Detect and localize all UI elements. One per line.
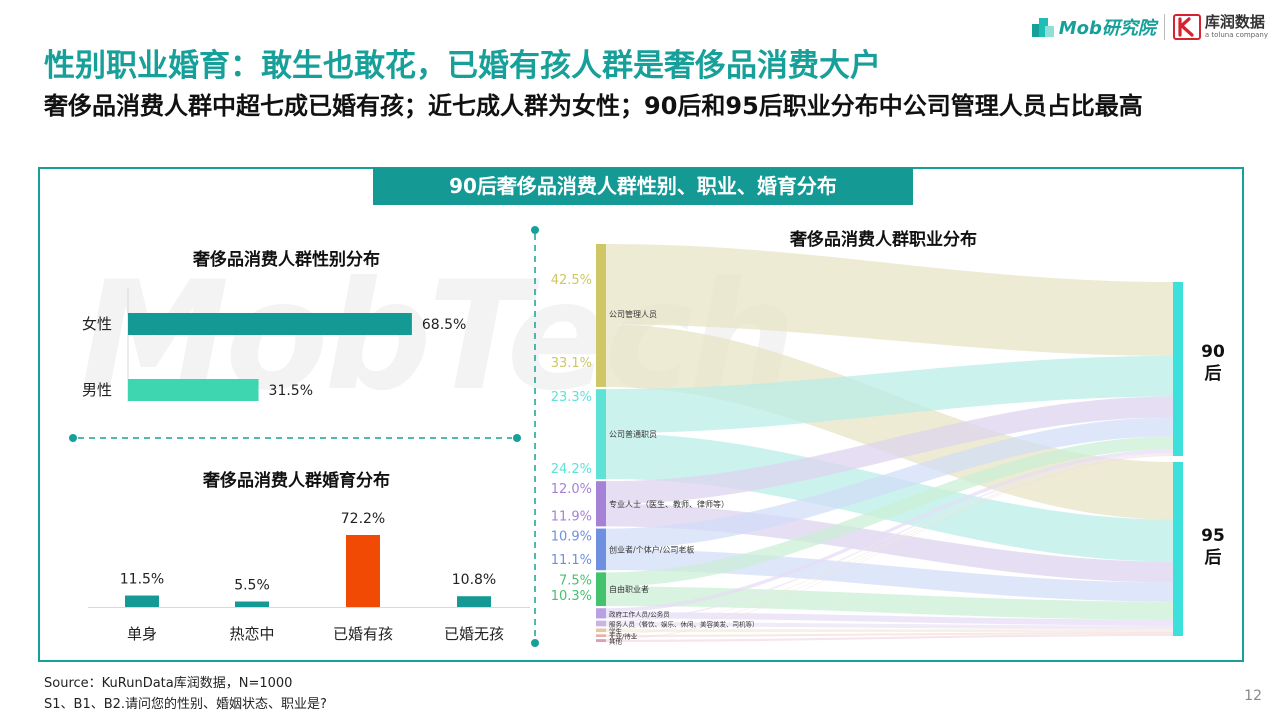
sankey-source-node [596,481,606,527]
marriage-chart: 11.5% 单身 5.5% 热恋中 72.2% 已婚有孩 10.8% 已婚无孩 [88,511,530,643]
sankey-source-label: 创业者/个体户/公司老板 [609,544,694,554]
marriage-chart-title: 奢侈品消费人群婚育分布 [203,471,390,491]
header-logos: Mob研究院 库润数据 a toluna company [1031,10,1268,44]
sankey-flow [606,629,1173,633]
sankey-flow [606,454,1173,635]
sankey-value-label: 7.5% [559,573,592,588]
marriage-category-label: 热恋中 [229,625,274,643]
gender-category-label: 男性 [82,381,112,399]
marriage-value-label: 11.5% [120,572,164,588]
sankey-flow [606,612,1173,626]
sankey-value-label: 10.9% [551,530,592,545]
sankey-target-label: 后 [1205,364,1222,384]
sankey-source-label: 公司管理人员 [609,309,657,319]
marriage-bar [346,535,380,607]
logo-divider [1163,14,1165,40]
sankey-flow [606,454,1173,630]
marriage-bar [125,595,159,607]
sankey-flow [606,633,1173,642]
sankey-flow [606,455,1173,640]
page-subtitle: 奢侈品消费人群中超七成已婚有孩；近七成人群为女性；90后和95后职业分布中公司管… [44,92,1143,120]
sankey-target-label: 后 [1205,548,1222,568]
panel-title: 90后奢侈品消费人群性别、职业、婚育分布 [373,168,913,205]
sankey-source-label: 服务人员（餐饮、娱乐、休闲、美容美发、司机等） [609,619,759,628]
sankey-target-label: 90 [1201,342,1225,362]
sankey-source-label: 政府工作人员/公务员 [609,609,670,618]
sankey-source-label: 其他 [609,637,623,646]
marriage-bar [457,596,491,607]
sankey-source-node [596,389,606,479]
sankey-chart-title: 奢侈品消费人群职业分布 [790,230,977,250]
gender-value-label: 31.5% [269,383,313,399]
gender-value-label: 68.5% [422,317,466,333]
kurun-logo: 库润数据 a toluna company [1172,13,1268,40]
gender-bar [128,313,412,335]
sankey-value-label: 33.1% [551,356,592,371]
footer-source: Source：KuRunData库润数据，N=1000 [44,676,293,691]
sankey-source-label: 学生 [609,626,623,635]
sankey-target-node [1173,282,1183,456]
separator-dot-left [69,434,77,442]
sankey-chart: 公司管理人员 42.5% 33.1% 公司普通职员 23.3% 24.2% 专业人士（医生、… [551,244,1225,646]
sankey-flow [606,631,1173,637]
sankey-value-label: 11.1% [551,553,592,568]
sankey-flow [606,417,1173,550]
kurun-logo-icon [1172,14,1201,40]
sankey-value-label: 10.3% [551,589,592,604]
footer-question: S1、B1、B2.请问您的性别、婚姻状态、职业是? [44,697,327,712]
sankey-flow [606,586,1173,620]
marriage-category-label: 已婚有孩 [333,625,393,643]
sankey-value-label: 12.0% [551,482,592,497]
marriage-category-label: 单身 [127,625,157,643]
sankey-source-node [596,634,606,637]
sankey-value-label: 42.5% [551,273,592,288]
gender-chart-title: 奢侈品消费人群性别分布 [193,250,380,270]
page-title: 性别职业婚育：敢生也敢花，已婚有孩人群是奢侈品消费大户 [44,48,881,84]
sankey-target-node [1173,462,1183,636]
sankey-flow [606,244,1173,356]
sankey-source-node [596,572,606,607]
gender-chart: 女性 68.5% 男性 31.5% [69,288,521,442]
sankey-source-node [596,620,606,627]
sankey-source-node [596,244,606,387]
sankey-target-label: 95 [1201,526,1225,546]
marriage-value-label: 5.5% [234,578,270,594]
sankey-source-label: 无业/待业 [609,632,638,641]
panel-divider [531,226,539,647]
sankey-source-label: 自由职业者 [609,584,649,594]
mob-logo: Mob研究院 [1031,14,1156,40]
sankey-flow [606,396,1173,504]
kurun-logo-text: 库润数据 [1204,13,1265,31]
sankey-flow [606,324,1173,520]
mob-logo-icon [1031,18,1054,37]
separator-dot-right [513,434,521,442]
page-number: 12 [1244,688,1262,704]
marriage-bar [235,601,269,607]
marriage-value-label: 10.8% [452,572,496,588]
sankey-source-node [596,608,606,619]
sankey-flow [606,355,1173,434]
sankey-flow [606,449,1173,613]
sankey-flow [606,622,1173,630]
sankey-value-label: 24.2% [551,462,592,477]
sankey-flow [606,452,1173,623]
sankey-value-label: 23.3% [551,390,592,405]
gender-bar [128,379,259,401]
sankey-source-node [596,639,606,642]
sankey-value-label: 11.9% [551,509,592,524]
kurun-logo-tagline: a toluna company [1204,31,1268,39]
marriage-value-label: 72.2% [341,511,385,527]
sankey-source-label: 公司普通职员 [609,429,657,439]
footer: Source：KuRunData库润数据，N=1000 S1、B1、B2.请问您… [44,673,327,715]
sankey-flow [606,433,1173,562]
marriage-category-label: 已婚无孩 [444,625,504,643]
sankey-flow [606,436,1173,587]
mob-logo-text: Mob研究院 [1058,18,1156,39]
sankey-source-node [596,628,606,633]
sankey-source-label: 专业人士（医生、教师、律师等） [609,499,729,509]
gender-category-label: 女性 [82,315,112,333]
sankey-source-node [596,528,606,571]
